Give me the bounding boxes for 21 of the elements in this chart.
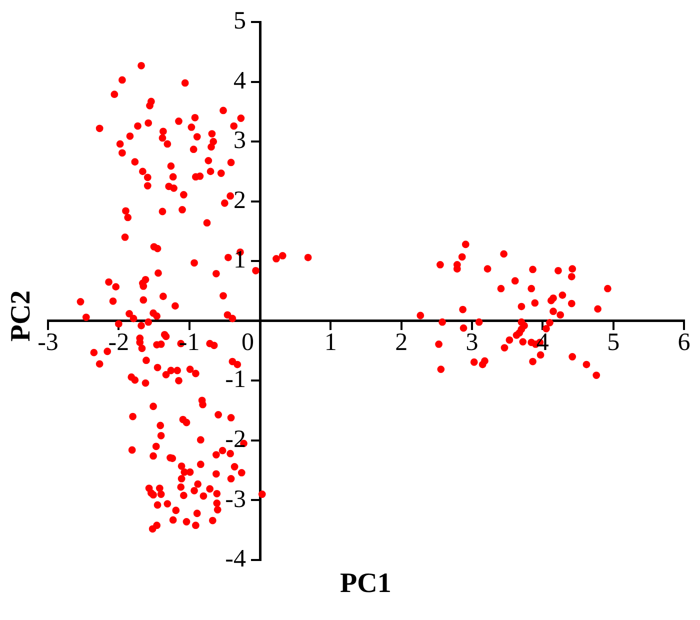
y-tick-label: 2 — [234, 186, 246, 214]
y-tick-label: 4 — [234, 67, 246, 94]
x-tick-label: 1 — [324, 328, 337, 356]
x-tick-label: -2 — [108, 328, 130, 356]
y-tick-label: 1 — [234, 246, 246, 274]
x-tick-label: 6 — [678, 328, 690, 356]
y-tick-label: -4 — [225, 546, 246, 573]
x-tick-label: 0 — [242, 328, 254, 356]
x-axis-title: PC1 — [340, 568, 392, 600]
y-axis-title: PC2 — [6, 290, 38, 342]
x-tick-label: 3 — [466, 328, 478, 356]
x-tick-label: -1 — [178, 328, 200, 356]
x-tick-label: 2 — [395, 328, 408, 356]
y-tick-label: -2 — [225, 426, 246, 454]
x-tick-label: -3 — [38, 328, 58, 356]
y-tick-label: -1 — [225, 366, 246, 394]
x-tick-label: 4 — [536, 328, 550, 356]
y-tick-label: -3 — [225, 486, 246, 513]
x-tick-label: 5 — [607, 328, 620, 356]
y-tick-label: 3 — [234, 127, 246, 154]
y-tick-label: 5 — [234, 8, 246, 35]
